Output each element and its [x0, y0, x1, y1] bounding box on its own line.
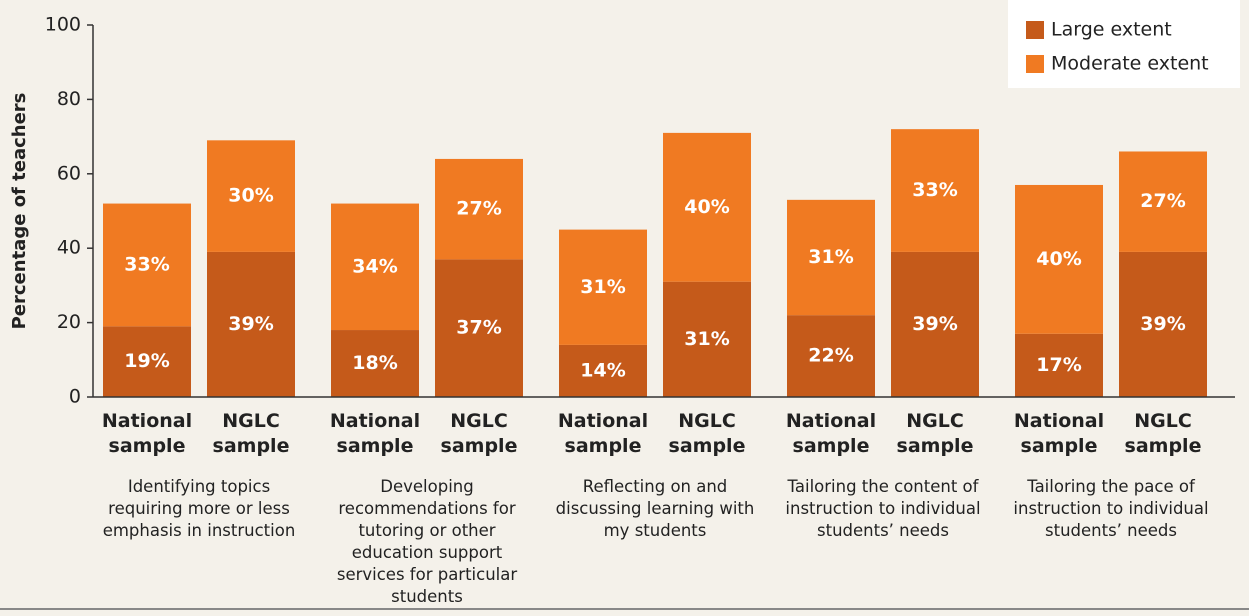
- legend-swatch: [1026, 55, 1044, 73]
- x-tick-label: NGLC sample: [896, 410, 974, 457]
- group-label: Tailoring the content of instruction to …: [785, 477, 981, 540]
- bar-segment: [559, 229, 647, 345]
- bar-segment: [1119, 251, 1207, 397]
- legend-box: [1008, 0, 1240, 88]
- bar-segment: [559, 344, 647, 397]
- x-tick-label: National sample: [557, 410, 649, 457]
- value-label: 31%: [684, 328, 729, 350]
- group-label: Reflecting on and discussing learning wi…: [555, 477, 755, 540]
- value-label: 37%: [456, 317, 501, 339]
- y-tick-label: 80: [57, 88, 81, 110]
- bar-segment: [663, 281, 751, 397]
- value-label: 39%: [1140, 313, 1185, 335]
- value-label: 39%: [228, 313, 273, 335]
- value-label: 22%: [808, 345, 853, 367]
- bar-segment: [207, 140, 295, 252]
- value-label: 17%: [1036, 354, 1081, 376]
- value-label: 40%: [684, 196, 729, 218]
- x-tick-label: NGLC sample: [668, 410, 746, 457]
- bar-segment: [103, 203, 191, 327]
- bar-segment: [331, 203, 419, 331]
- x-tick-label: National sample: [1013, 410, 1105, 457]
- value-label: 31%: [580, 276, 625, 298]
- bar-segment: [663, 132, 751, 282]
- bar-segment: [1015, 184, 1103, 334]
- bar-segment: [787, 315, 875, 397]
- group-label: Identifying topics requiring more or les…: [102, 477, 296, 540]
- bar-segment: [435, 259, 523, 397]
- bar-segment: [103, 326, 191, 397]
- value-label: 34%: [352, 255, 397, 277]
- bar-segment: [331, 330, 419, 397]
- bar-segment: [435, 158, 523, 260]
- value-label: 27%: [1140, 190, 1185, 212]
- group-label: Developing recommendations for tutoring …: [336, 477, 518, 606]
- value-label: 33%: [124, 253, 169, 275]
- bar-segment: [787, 199, 875, 316]
- y-axis-label: Percentage of teachers: [9, 93, 30, 330]
- x-tick-label: NGLC sample: [212, 410, 290, 457]
- x-tick-label: National sample: [329, 410, 421, 457]
- y-tick-label: 60: [57, 162, 81, 184]
- value-label: 40%: [1036, 248, 1081, 270]
- value-label: 14%: [580, 359, 625, 381]
- value-label: 18%: [352, 352, 397, 374]
- value-label: 30%: [228, 185, 273, 207]
- legend-label: Moderate extent: [1051, 53, 1209, 75]
- bar-segment: [891, 251, 979, 397]
- value-label: 19%: [124, 350, 169, 372]
- x-tick-label: NGLC sample: [1124, 410, 1202, 457]
- legend-swatch: [1026, 21, 1044, 39]
- x-tick-label: National sample: [785, 410, 877, 457]
- bar-segment: [1119, 151, 1207, 252]
- value-label: 31%: [808, 246, 853, 268]
- group-label: Tailoring the pace of instruction to ind…: [1013, 477, 1209, 540]
- legend-label: Large extent: [1051, 19, 1172, 41]
- y-tick-label: 100: [45, 14, 81, 36]
- bar-segment: [891, 129, 979, 252]
- y-tick-label: 0: [69, 386, 81, 408]
- y-tick-label: 20: [57, 311, 81, 333]
- bar-segment: [1015, 333, 1103, 397]
- value-label: 39%: [912, 313, 957, 335]
- bar-segment: [207, 251, 295, 397]
- x-tick-label: National sample: [101, 410, 193, 457]
- value-label: 33%: [912, 179, 957, 201]
- value-label: 27%: [456, 198, 501, 220]
- x-tick-label: NGLC sample: [440, 410, 518, 457]
- y-tick-label: 40: [57, 237, 81, 259]
